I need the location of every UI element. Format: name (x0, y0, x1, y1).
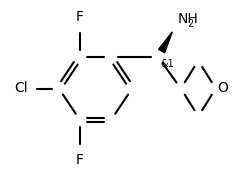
Text: NH: NH (177, 12, 198, 26)
Text: 2: 2 (187, 19, 193, 29)
Text: &1: &1 (160, 59, 174, 69)
Text: F: F (76, 10, 84, 24)
Text: F: F (76, 153, 84, 167)
Polygon shape (159, 32, 172, 53)
Text: Cl: Cl (14, 81, 27, 96)
Text: O: O (218, 81, 228, 96)
